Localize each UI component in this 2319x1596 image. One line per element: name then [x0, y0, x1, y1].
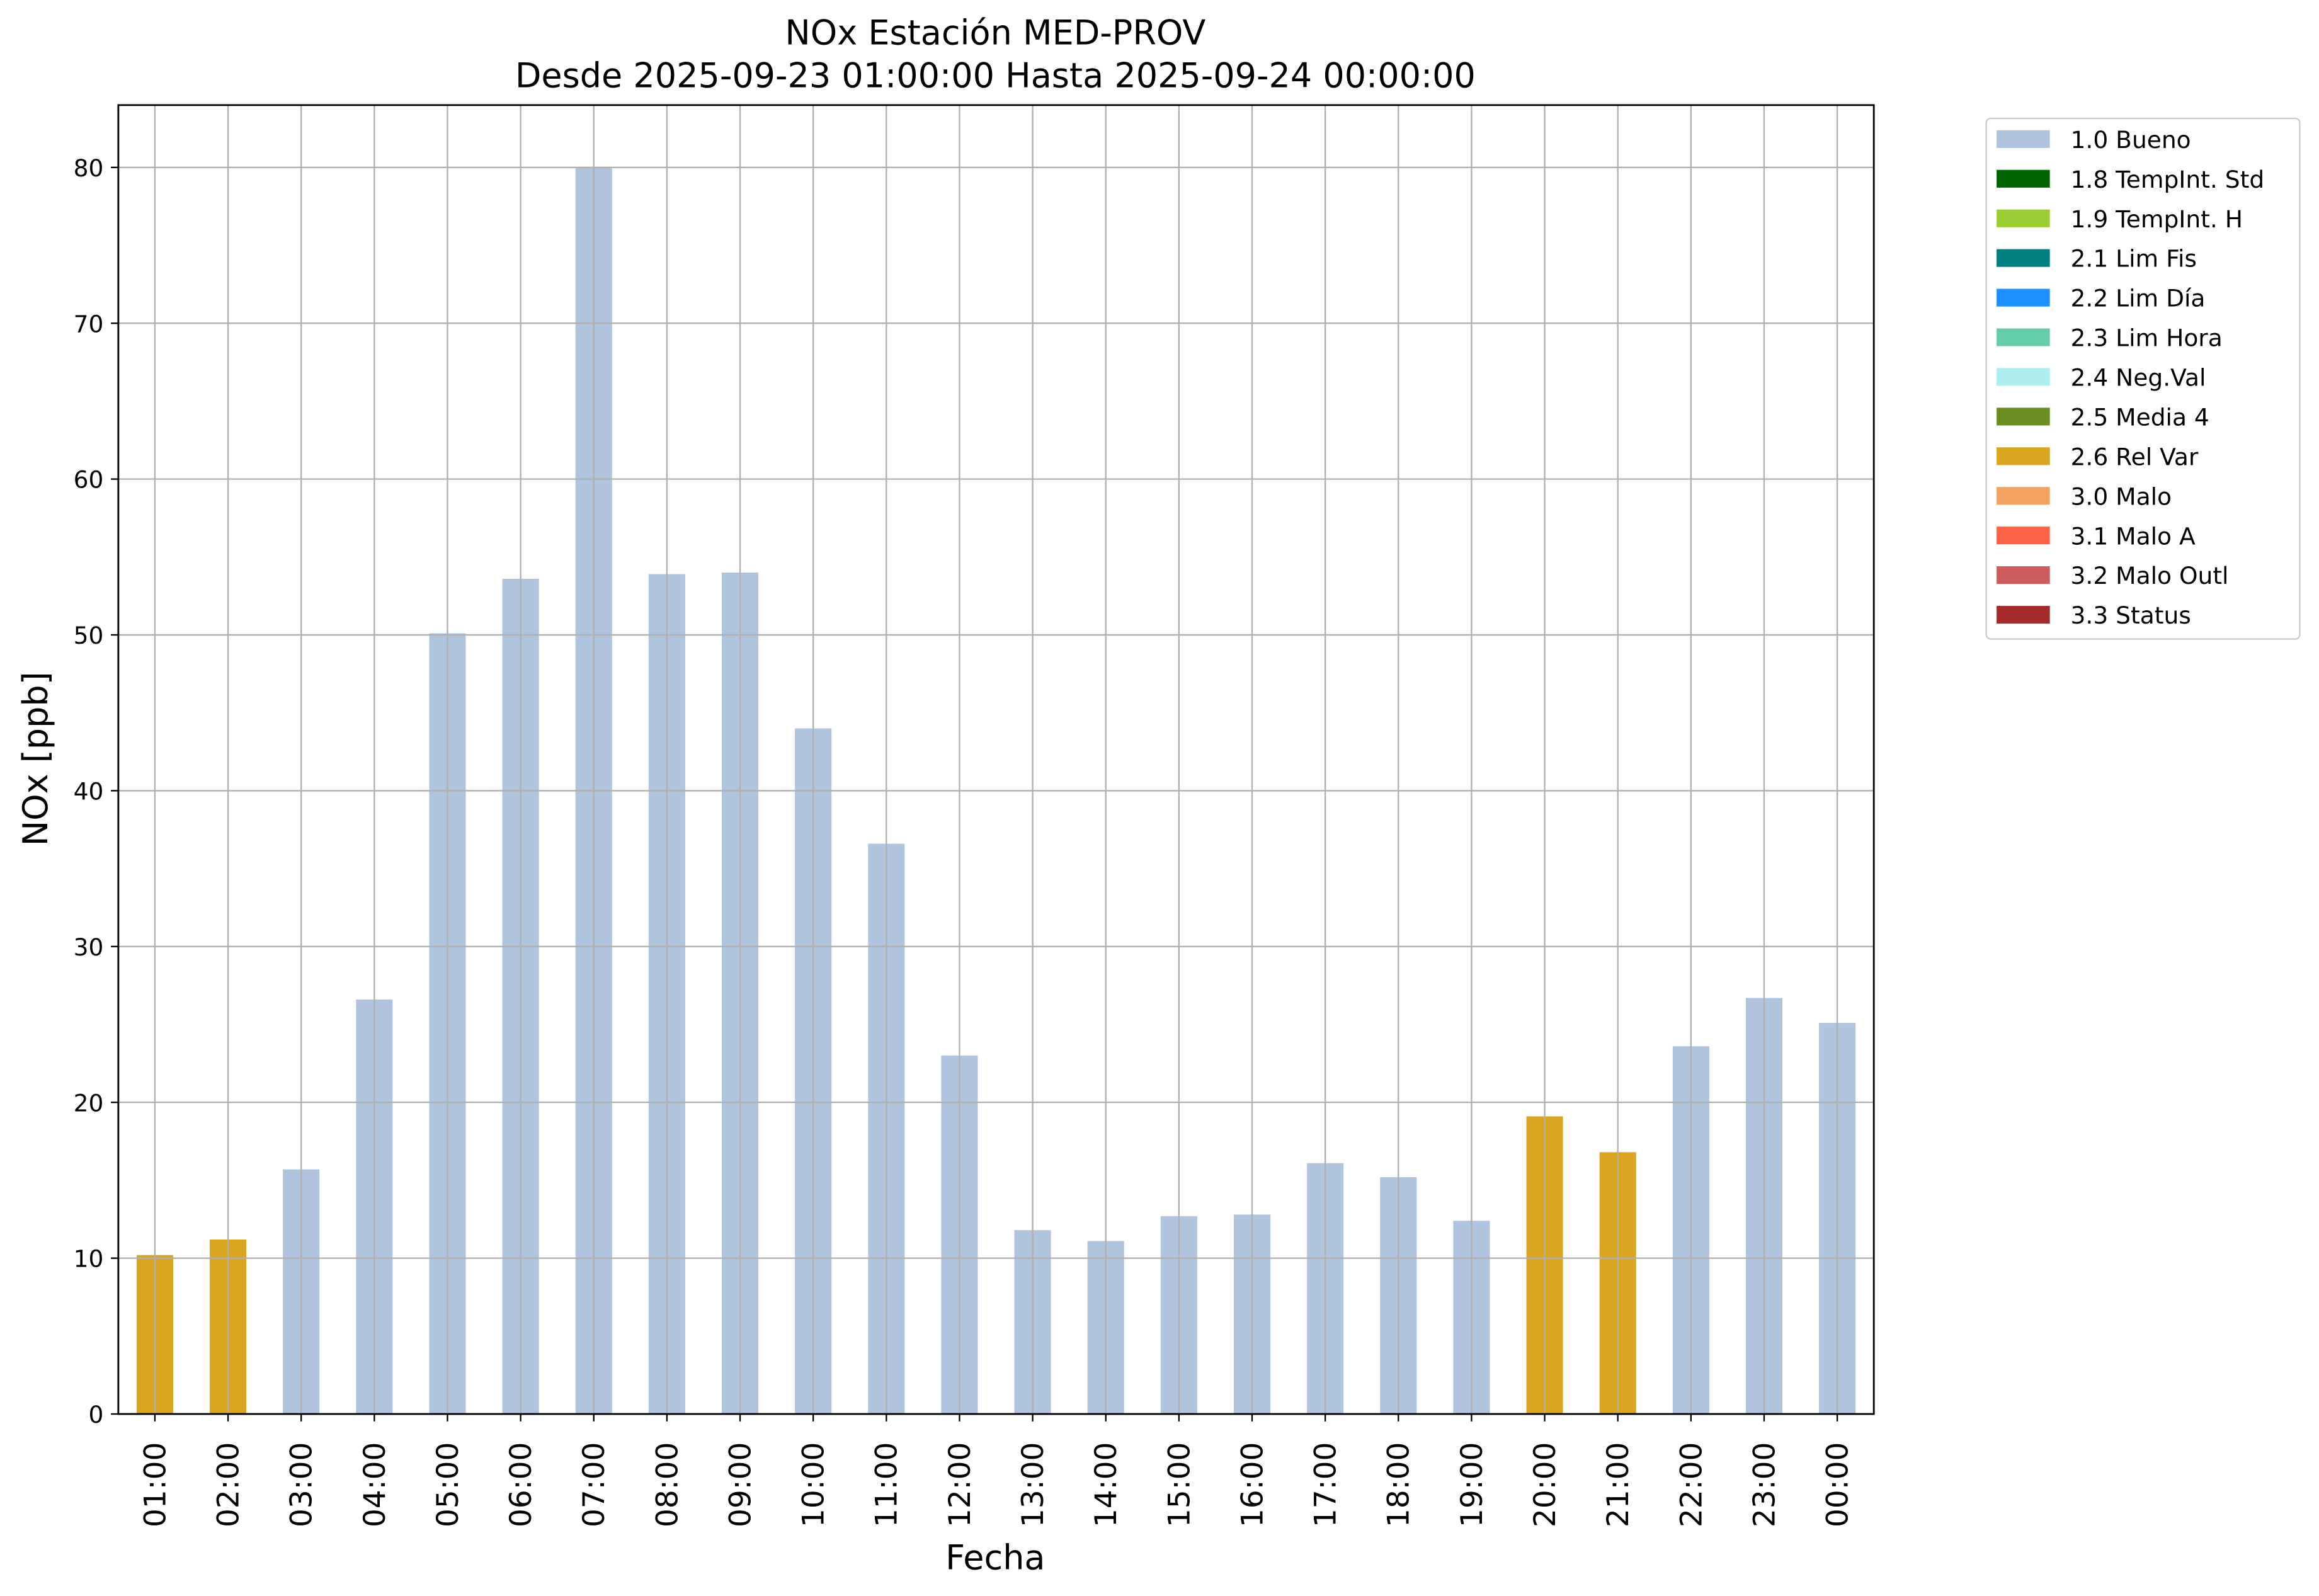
y-axis-label: NOx [ppb] [16, 671, 55, 846]
x-tick-label: 05:00 [431, 1442, 465, 1527]
legend-label: 3.2 Malo Outl [2071, 562, 2229, 590]
legend-swatch [1997, 447, 2050, 465]
chart-subtitle: Desde 2025-09-23 01:00:00 Hasta 2025-09-… [515, 56, 1476, 96]
chart-title: NOx Estación MED-PROV [785, 13, 1205, 53]
x-tick-label: 07:00 [577, 1442, 612, 1527]
legend-label: 1.0 Bueno [2071, 126, 2191, 154]
x-tick-label: 04:00 [358, 1442, 392, 1527]
legend-swatch [1997, 288, 2050, 307]
x-tick-label: 09:00 [723, 1442, 758, 1527]
x-tick-label: 14:00 [1089, 1442, 1124, 1527]
legend-swatch [1997, 169, 2050, 188]
legend-label: 2.2 Lim Día [2071, 285, 2206, 312]
x-tick-label: 22:00 [1674, 1442, 1709, 1527]
y-tick-label: 80 [74, 154, 104, 182]
legend-frame [1985, 117, 2301, 640]
y-tick-label: 0 [88, 1401, 103, 1428]
x-tick-label: 08:00 [650, 1442, 685, 1527]
x-tick-label: 23:00 [1747, 1442, 1782, 1527]
legend-swatch [1997, 368, 2050, 386]
legend-swatch [1997, 328, 2050, 346]
x-tick-label: 15:00 [1162, 1442, 1197, 1527]
x-tick-label: 00:00 [1821, 1442, 1855, 1527]
x-tick-label: 06:00 [504, 1442, 538, 1527]
x-tick-label: 13:00 [1016, 1442, 1051, 1527]
legend-swatch [1997, 249, 2050, 267]
x-tick-label: 17:00 [1309, 1442, 1343, 1527]
legend-label: 3.3 Status [2071, 601, 2191, 629]
y-tick-label: 10 [74, 1245, 104, 1273]
legend-swatch [1997, 130, 2050, 148]
y-tick-label: 70 [74, 310, 104, 338]
legend-label: 2.3 Lim Hora [2071, 324, 2223, 352]
legend-label: 2.5 Media 4 [2071, 403, 2209, 431]
x-tick-label: 02:00 [212, 1442, 246, 1527]
x-tick-label: 16:00 [1235, 1442, 1270, 1527]
x-tick-label: 19:00 [1455, 1442, 1490, 1527]
legend-swatch [1997, 487, 2050, 505]
y-tick-label: 30 [74, 933, 104, 961]
legend-label: 3.0 Malo [2071, 482, 2172, 510]
legend-label: 2.4 Neg.Val [2071, 364, 2206, 392]
x-tick-label: 18:00 [1382, 1442, 1416, 1527]
legend-label: 2.6 Rel Var [2071, 443, 2199, 470]
legend-label: 1.9 TempInt. H [2071, 205, 2243, 233]
legend-swatch [1997, 209, 2050, 227]
plot-frame [117, 104, 1875, 1415]
y-tick-label: 60 [74, 466, 104, 494]
grid [118, 105, 1874, 1415]
legend-label: 2.1 Lim Fis [2071, 245, 2197, 273]
legend: 1.0 Bueno 1.8 TempInt. Std 1.9 TempInt. H 2… [1985, 117, 2301, 640]
legend-label: 1.8 TempInt. Std [2071, 166, 2265, 193]
x-axis-label: Fecha [945, 1538, 1045, 1578]
legend-swatch [1997, 408, 2050, 426]
y-tick-label: 50 [74, 622, 104, 649]
x-tick-label: 01:00 [138, 1442, 173, 1527]
x-tick-label: 10:00 [797, 1442, 831, 1527]
y-tick-label: 20 [74, 1089, 104, 1117]
legend-swatch [1997, 566, 2050, 584]
legend-swatch [1997, 605, 2050, 624]
legend-swatch [1997, 527, 2050, 545]
x-tick-label: 03:00 [285, 1442, 319, 1527]
x-tick-label: 11:00 [870, 1442, 904, 1527]
y-tick-label: 40 [74, 778, 104, 806]
x-tick-label: 12:00 [943, 1442, 977, 1527]
x-tick-label: 20:00 [1528, 1442, 1563, 1527]
x-tick-label: 21:00 [1601, 1442, 1636, 1527]
legend-label: 3.1 Malo A [2071, 522, 2196, 550]
